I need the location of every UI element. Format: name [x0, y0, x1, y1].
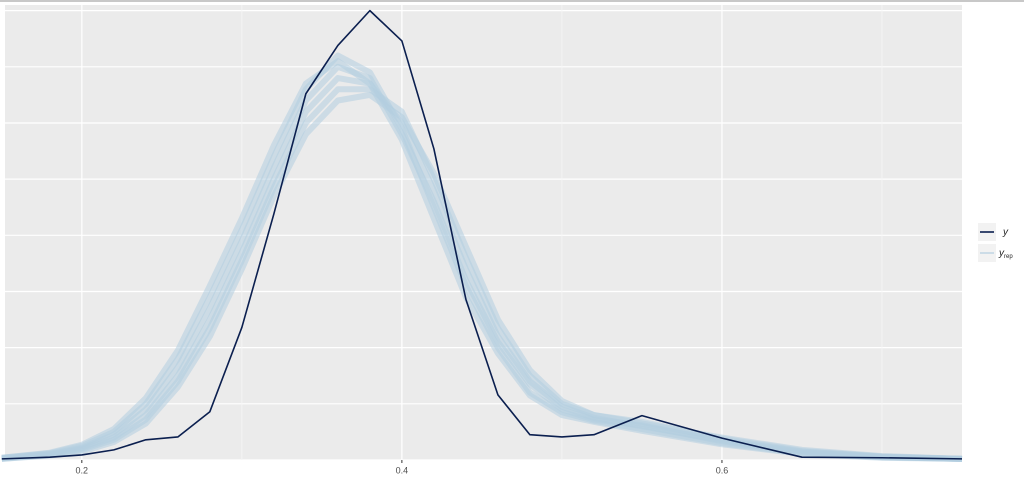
legend-label: yrep — [998, 248, 1013, 260]
legend-name: y — [1002, 227, 1009, 238]
x-tick-label: 0.4 — [396, 465, 409, 475]
replicate-line — [1, 58, 963, 462]
x-tick-label: 0.2 — [76, 465, 89, 475]
legend-name: y — [998, 248, 1005, 259]
legend-subscript: rep — [1004, 254, 1013, 260]
legend-label: y — [1002, 227, 1009, 238]
observed-line — [1, 9, 963, 460]
x-tick-label: 0.6 — [716, 465, 729, 475]
replicate-line — [1, 86, 963, 462]
